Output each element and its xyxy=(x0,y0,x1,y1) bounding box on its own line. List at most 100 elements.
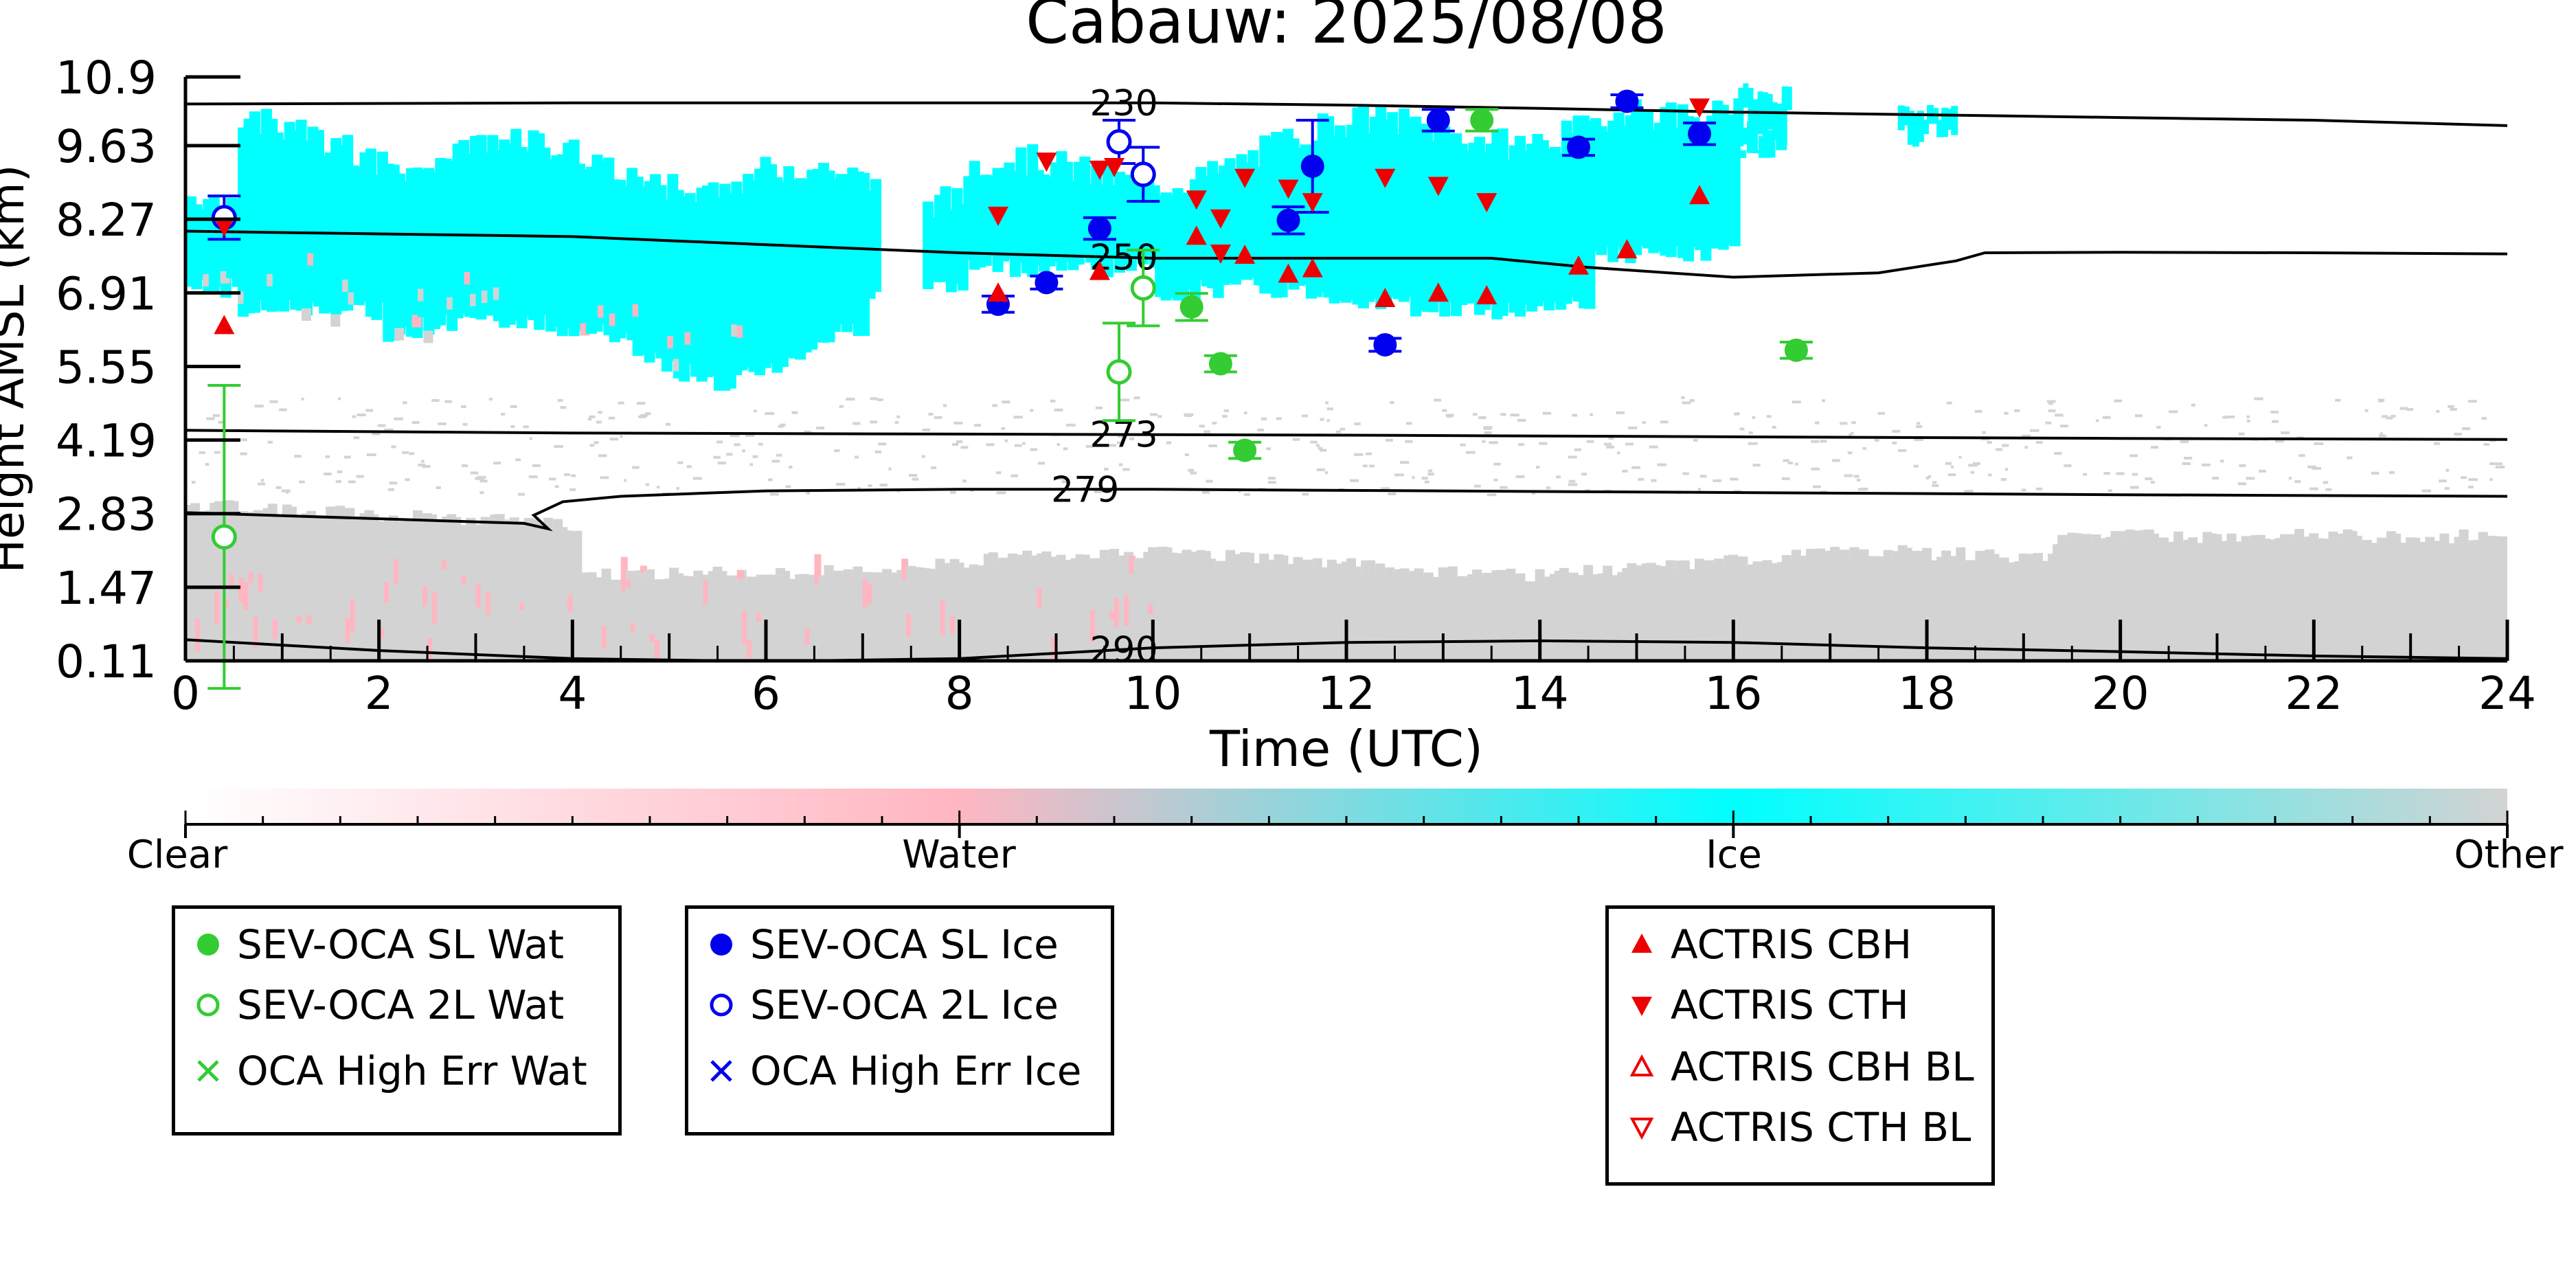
other-fleck xyxy=(2378,434,2386,438)
other-fleck xyxy=(598,411,602,414)
water-patch xyxy=(620,556,628,591)
water-patch xyxy=(238,578,246,602)
y-tick-label: 2.83 xyxy=(56,488,157,541)
ice-column xyxy=(1946,109,1954,131)
other-fleck xyxy=(676,486,680,490)
other-fleck xyxy=(372,432,380,436)
other-fleck xyxy=(1434,398,1442,402)
other-fleck xyxy=(2022,434,2031,438)
other-fleck xyxy=(953,421,963,425)
other-fleck xyxy=(1266,447,1272,451)
other-fleck xyxy=(1987,440,1992,444)
other-fleck xyxy=(1325,401,1329,405)
other-fleck xyxy=(2450,407,2457,411)
data-point xyxy=(1089,260,1110,280)
other-fleck xyxy=(1638,477,1645,481)
other-fleck xyxy=(758,442,763,446)
other-fleck xyxy=(1792,400,1801,404)
data-point xyxy=(1208,352,1232,376)
other-fleck xyxy=(956,440,963,444)
other-fleck xyxy=(2156,426,2161,429)
other-fleck xyxy=(835,482,846,486)
other-fleck xyxy=(1223,409,1229,412)
ice-column xyxy=(1897,105,1905,131)
other-fleck xyxy=(753,409,757,413)
open-triangle-up-icon xyxy=(1629,1054,1654,1076)
other-fleck xyxy=(1699,475,1707,478)
data-point xyxy=(1689,98,1710,118)
other-fleck xyxy=(1627,426,1638,429)
other-fleck xyxy=(1122,468,1130,471)
ice-column xyxy=(1912,113,1919,147)
other-fleck xyxy=(389,482,398,485)
other-fleck xyxy=(1315,444,1320,447)
other-fleck xyxy=(1693,438,1698,442)
other-fleck xyxy=(1001,427,1006,430)
other-fleck xyxy=(589,415,596,418)
data-point xyxy=(1375,287,1396,307)
other-fleck xyxy=(921,455,925,458)
data-point xyxy=(1784,338,1808,362)
other-fleck xyxy=(199,451,206,454)
other-fleck xyxy=(2436,409,2440,413)
water-patch xyxy=(640,565,647,573)
other-fleck xyxy=(1118,463,1123,466)
water-patch xyxy=(253,615,260,648)
data-point xyxy=(214,315,235,335)
other-fleck xyxy=(2294,480,2301,484)
legend-item: SEV-OCA 2L Wat xyxy=(188,978,564,1032)
other-fleck xyxy=(806,491,811,495)
data-point xyxy=(1373,332,1397,357)
other-fleck xyxy=(749,463,754,466)
other-fleck xyxy=(2180,440,2189,444)
other-fleck xyxy=(1608,436,1614,440)
other-fleck xyxy=(1748,431,1753,435)
data-point xyxy=(1302,258,1323,278)
data-point xyxy=(1186,225,1207,245)
other-fleck xyxy=(335,480,342,484)
data-point xyxy=(1300,154,1324,178)
other-fleck xyxy=(1682,472,1689,475)
legend-label: ACTRIS CTH xyxy=(1671,982,1909,1028)
data-point xyxy=(1375,168,1396,188)
other-fleck xyxy=(260,479,264,482)
open-circle-icon xyxy=(196,993,220,1017)
open-triangle-down-icon xyxy=(1629,1118,1654,1140)
water-patch xyxy=(1114,598,1121,627)
ice-column xyxy=(870,179,882,292)
other-fleck xyxy=(950,490,956,494)
other-fleck xyxy=(1606,445,1615,449)
other-fleck xyxy=(1050,399,1056,403)
contour-line xyxy=(185,488,2507,532)
other-fleck xyxy=(1832,459,1840,462)
other-fleck xyxy=(1748,442,1758,445)
ice-column xyxy=(1786,87,1792,111)
other-fleck xyxy=(1892,429,1901,433)
legend-label: OCA High Err Ice xyxy=(750,1048,1082,1094)
other-fleck xyxy=(1222,415,1228,418)
water-patch xyxy=(379,628,386,639)
triangle-down-icon xyxy=(1631,997,1652,1016)
other-fleck xyxy=(529,437,532,440)
y-tick-label: 6.91 xyxy=(56,267,157,320)
chart-title: Cabauw: 2025/08/08 xyxy=(1026,0,1667,58)
other-fleck xyxy=(1056,477,1065,480)
other-fleck xyxy=(1849,433,1852,436)
other-fleck xyxy=(1945,462,1952,465)
other-fleck xyxy=(1812,485,1821,488)
data-point xyxy=(988,282,1008,302)
other-fleck xyxy=(257,482,266,486)
cross-icon xyxy=(197,1060,219,1082)
other-fleck xyxy=(1892,441,1897,444)
y-tick-label: 5.55 xyxy=(56,341,157,394)
other-fleck xyxy=(1085,444,1094,448)
mixed-phase-patch xyxy=(394,328,405,341)
other-fleck xyxy=(1184,453,1189,457)
other-fleck xyxy=(1212,421,1217,425)
contour-label: 279 xyxy=(1051,469,1119,510)
other-fleck xyxy=(1412,476,1415,479)
x-axis-label: Time (UTC) xyxy=(1209,720,1483,778)
other-fleck xyxy=(411,420,420,424)
other-fleck xyxy=(1326,407,1333,411)
other-fleck xyxy=(2289,477,2292,480)
